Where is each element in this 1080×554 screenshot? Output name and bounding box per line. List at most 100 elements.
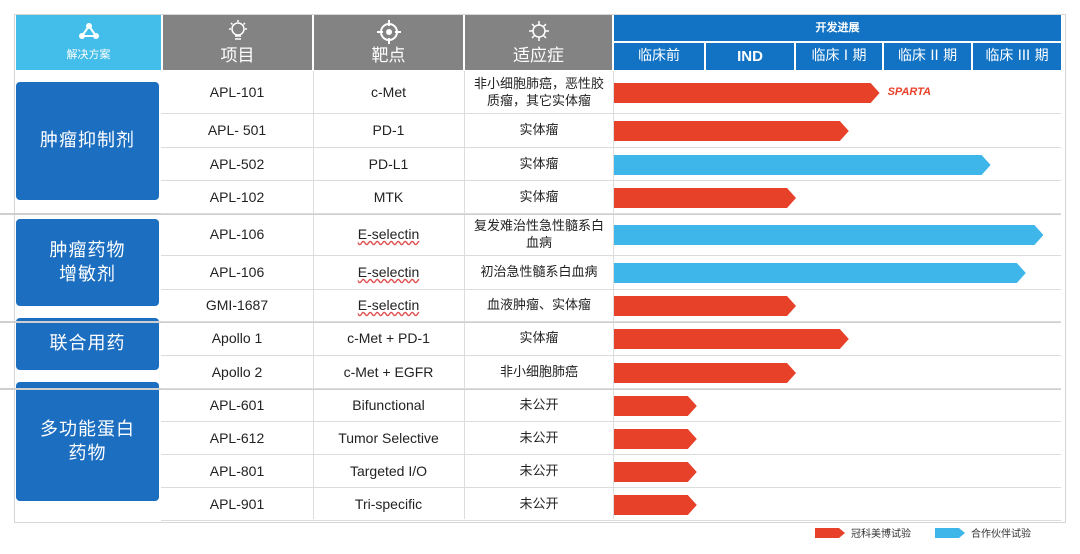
partner-trial-bar (614, 223, 1044, 247)
own-trial-bar (614, 361, 796, 385)
own-trial-bar (614, 119, 849, 143)
development-header: 开发进展 (614, 15, 1061, 41)
target-cell: E-selectin (357, 297, 420, 313)
project-header: 项目 (163, 15, 312, 70)
project-cell: Apollo 2 (211, 363, 263, 380)
phase-ind: IND (706, 43, 794, 70)
indication-header: 适应症 (465, 15, 612, 70)
pipeline-row: APL-106 E-selectin 复发难治性急性髓系白血病 (161, 214, 1061, 256)
col-divider (464, 71, 465, 519)
pipeline-row: APL-106 E-selectin 初治急性髓系白血病 (161, 256, 1061, 290)
legend-own: 冠科美博试验 (815, 525, 911, 540)
target-label: 靶点 (371, 46, 406, 66)
target-cell: E-selectin (357, 264, 420, 280)
pipeline-row: APL-901 Tri-specific 未公开 (161, 488, 1061, 521)
target-cell: MTK (373, 188, 404, 205)
pipeline-row: APL-102 MTK 实体瘤 (161, 181, 1061, 214)
project-cell: APL-612 (209, 429, 265, 446)
category-combination: 联合用药 (16, 318, 159, 370)
own-trial-bar (614, 460, 697, 484)
legend-own-label: 冠科美博试验 (851, 529, 911, 540)
project-cell: APL-502 (209, 155, 265, 172)
partner-legend-swatch (935, 527, 965, 538)
target-cell: c-Met + EGFR (343, 363, 434, 380)
phase-2: 临床 II 期 (884, 43, 971, 70)
target-cell: PD-1 (372, 122, 405, 138)
pipeline-row: APL-101 c-Met 非小细胞肺癌，恶性胶质瘤，其它实体瘤 (161, 72, 1061, 114)
project-cell: GMI-1687 (205, 297, 269, 313)
target-cell: Targeted I/O (349, 462, 428, 479)
indication-cell: 非小细胞肺癌，恶性胶质瘤，其它实体瘤 (473, 76, 604, 109)
project-label: 项目 (220, 46, 255, 66)
project-cell: APL-106 (209, 226, 265, 242)
indication-cell: 实体瘤 (519, 123, 559, 138)
pipeline-row: APL-502 PD-L1 实体瘤 (161, 148, 1061, 181)
target-cell: Tri-specific (354, 495, 423, 512)
own-trial-bar (614, 394, 697, 418)
pipeline-frame (14, 14, 1066, 523)
indication-cell: 血液肿瘤、实体瘤 (486, 298, 591, 313)
indication-cell: 非小细胞肺癌 (499, 364, 578, 380)
pipeline-row: APL- 501 PD-1 实体瘤 (161, 114, 1061, 148)
indication-cell: 未公开 (519, 397, 559, 413)
indication-cell: 实体瘤 (519, 331, 559, 346)
phase-3: 临床 III 期 (973, 43, 1061, 70)
target-cell: PD-L1 (368, 155, 409, 172)
col-divider (613, 71, 614, 519)
partner-trial-bar (614, 153, 991, 177)
project-cell: Apollo 1 (211, 330, 263, 346)
project-cell: APL-601 (209, 396, 265, 413)
target-cell: Tumor Selective (338, 429, 439, 446)
project-cell: APL-106 (209, 264, 265, 280)
pipeline-row: APL-601 Bifunctional 未公开 (161, 389, 1061, 422)
own-trial-bar (614, 427, 697, 451)
phase-preclinical: 临床前 (614, 43, 704, 70)
legend-partner: 合作伙伴试验 (935, 525, 1031, 540)
group-divider (0, 321, 1061, 323)
solution-header: 解决方案 (16, 15, 161, 70)
crosshair-icon (376, 20, 401, 44)
own-trial-bar (614, 294, 796, 318)
target-cell: Bifunctional (352, 396, 425, 413)
legend-partner-label: 合作伙伴试验 (971, 529, 1031, 540)
category-tumor-inhibitor: 肿瘤抑制剂 (16, 82, 159, 200)
own-trial-bar (614, 81, 880, 105)
category-sensitizer: 肿瘤药物 增敏剂 (16, 219, 159, 306)
pipeline-row: APL-801 Targeted I/O 未公开 (161, 455, 1061, 488)
indication-label: 适应症 (513, 46, 564, 66)
solution-label: 解决方案 (66, 48, 111, 61)
indication-cell: 未公开 (519, 430, 559, 446)
indication-cell: 实体瘤 (519, 156, 559, 172)
indication-cell: 未公开 (519, 463, 559, 479)
indication-cell: 复发难治性急性髓系白血病 (473, 218, 604, 251)
own-trial-bar (614, 327, 849, 351)
group-divider (0, 213, 1061, 215)
target-cell: E-selectin (357, 226, 420, 242)
group-divider (0, 388, 1061, 390)
own-legend-swatch (815, 527, 845, 538)
pipeline-row: Apollo 2 c-Met + EGFR 非小细胞肺癌 (161, 356, 1061, 389)
col-divider (313, 71, 314, 519)
project-cell: APL-101 (209, 84, 265, 100)
pipeline-row: Apollo 1 c-Met + PD-1 实体瘤 (161, 322, 1061, 356)
molecule-icon (78, 23, 99, 39)
target-cell: c-Met (371, 84, 406, 100)
target-header: 靶点 (314, 15, 463, 70)
virus-icon (528, 21, 549, 41)
project-cell: APL-901 (209, 495, 265, 512)
target-cell: c-Met + PD-1 (347, 330, 430, 346)
own-trial-bar (614, 493, 697, 517)
project-cell: APL-801 (209, 462, 265, 479)
indication-cell: 未公开 (519, 496, 559, 512)
project-cell: APL-102 (209, 188, 265, 205)
pipeline-row: GMI-1687 E-selectin 血液肿瘤、实体瘤 (161, 290, 1061, 322)
own-trial-bar (614, 186, 796, 210)
phase-1: 临床 I 期 (796, 43, 882, 70)
indication-cell: 实体瘤 (519, 189, 559, 205)
project-cell: APL- 501 (207, 122, 267, 138)
indication-cell: 初治急性髓系白血病 (480, 265, 598, 280)
lightbulb-icon (228, 20, 247, 40)
pipeline-row: APL-612 Tumor Selective 未公开 (161, 422, 1061, 455)
partner-label: SPARTA (887, 86, 931, 98)
partner-trial-bar (614, 261, 1026, 285)
